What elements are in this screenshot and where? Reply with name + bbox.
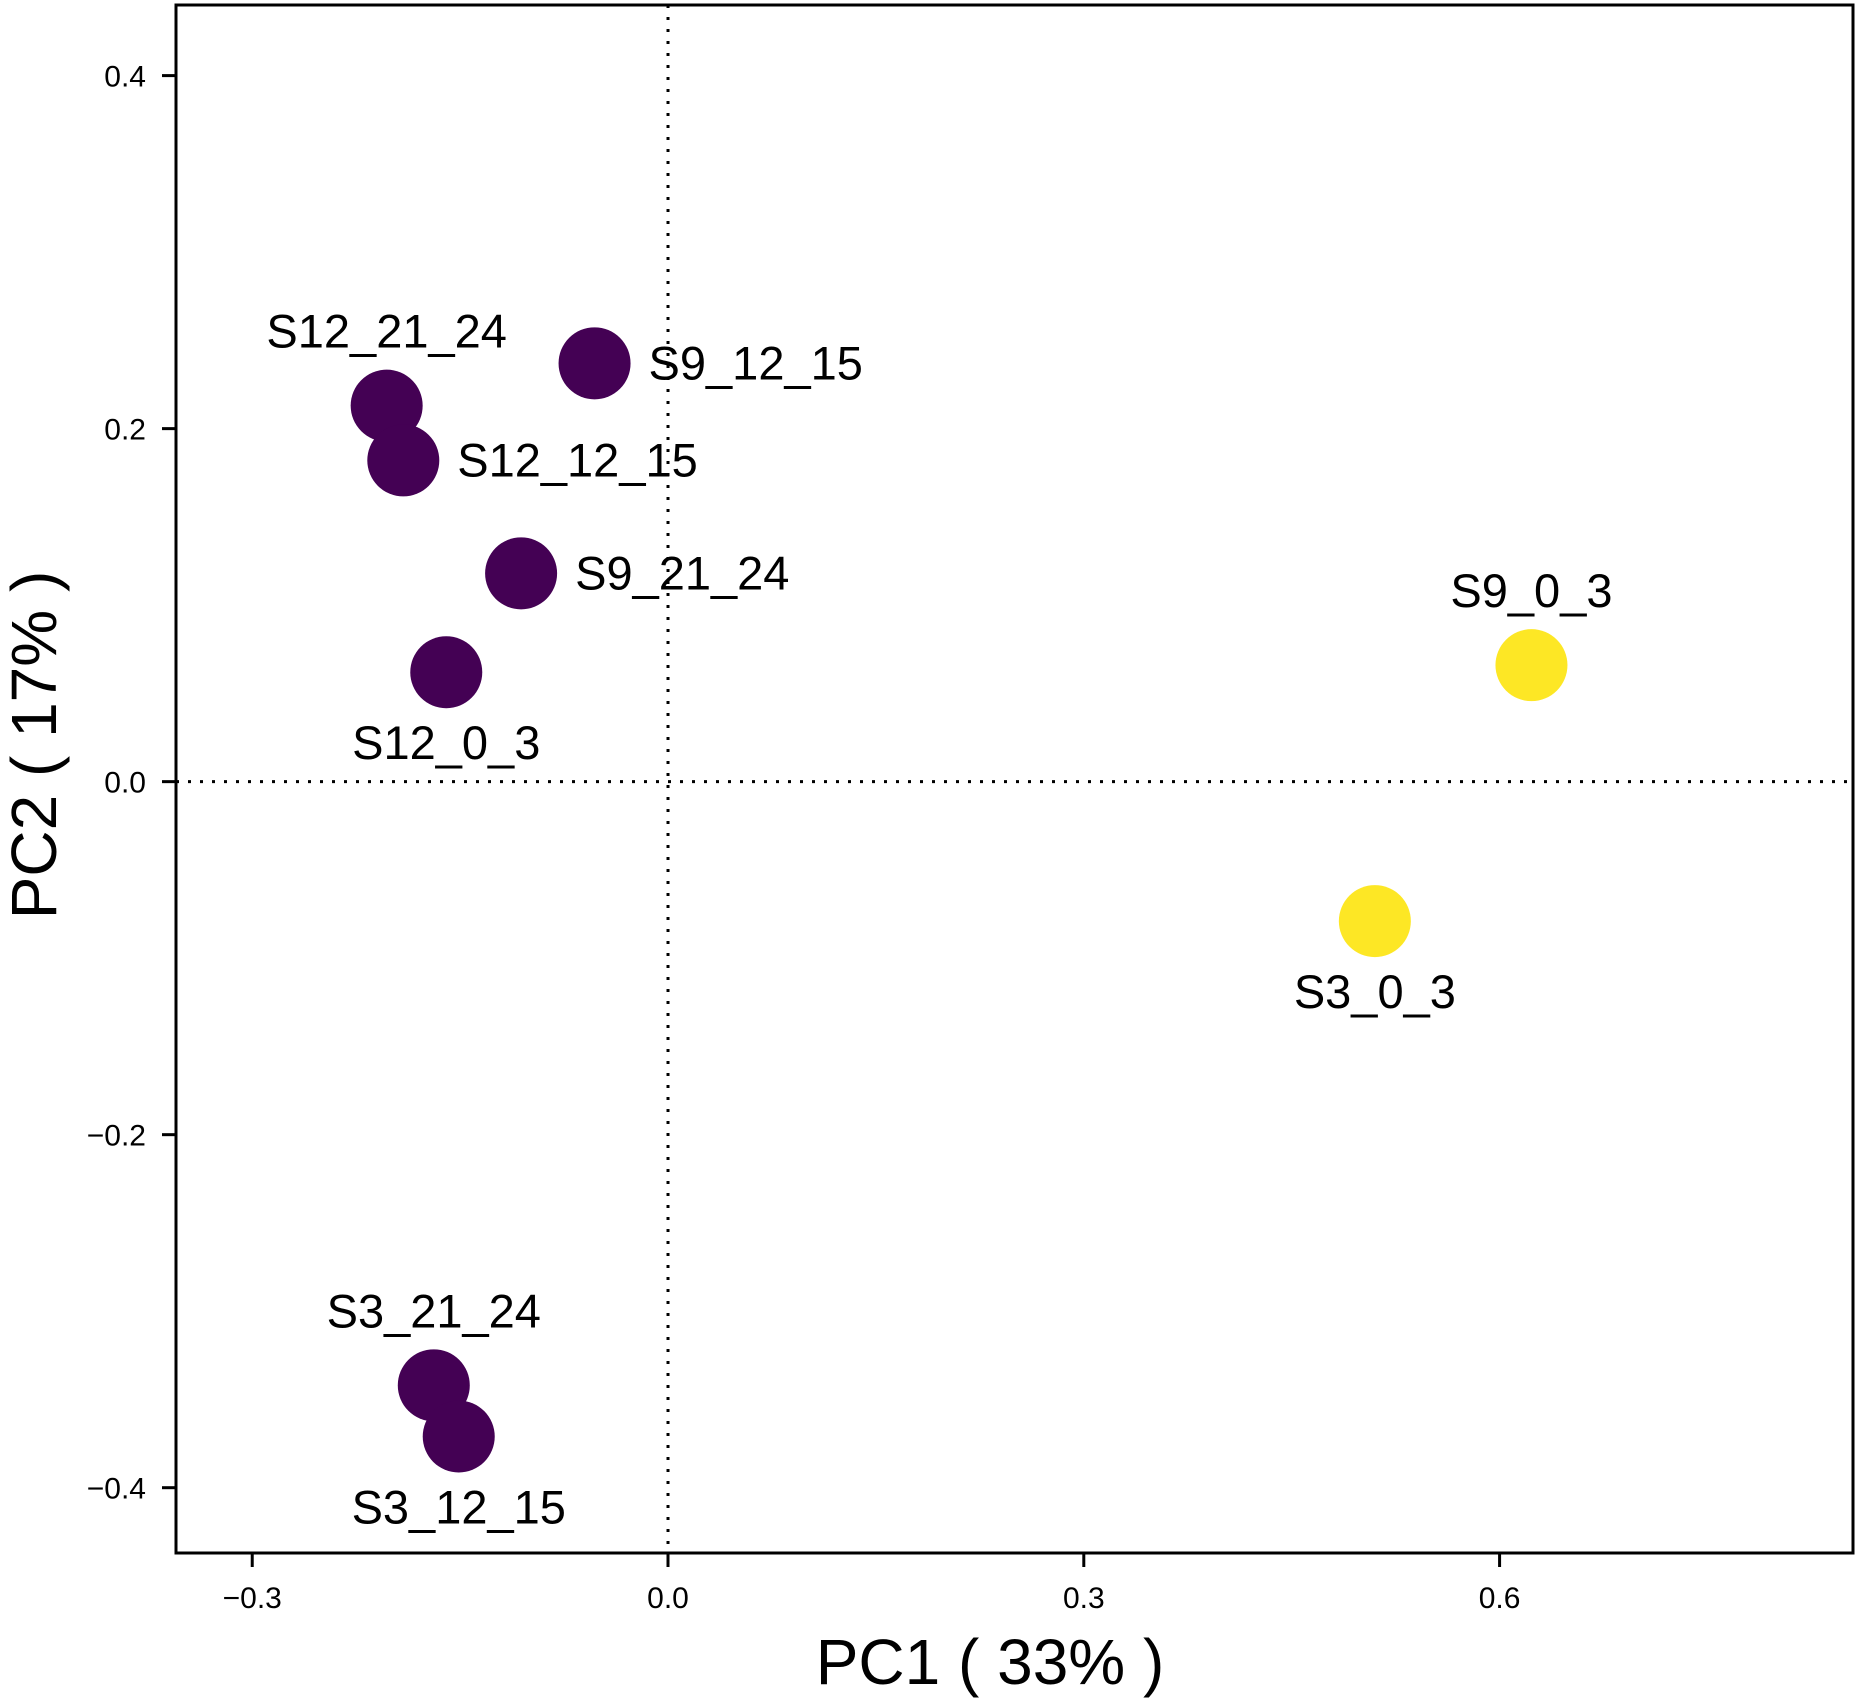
data-point-s12-12-15 <box>367 424 440 497</box>
y-tick-label: 0.2 <box>104 414 146 447</box>
point-label: S12_0_3 <box>352 716 540 769</box>
point-label: S9_12_15 <box>649 336 863 389</box>
point-label: S12_21_24 <box>266 305 506 358</box>
x-tick-label: 0.6 <box>1479 1582 1521 1615</box>
y-axis: −0.4 −0.2 0.0 0.2 0.4 <box>87 61 176 1506</box>
x-tick-label: 0.3 <box>1063 1582 1105 1615</box>
x-axis-title: PC1 ( 33% ) <box>816 1626 1165 1698</box>
data-point-s12-0-3 <box>410 636 483 709</box>
point-label: S3_0_3 <box>1294 965 1456 1018</box>
data-point-s9-21-24 <box>485 537 558 610</box>
y-axis-title: PC2 ( 17% ) <box>0 571 70 920</box>
x-tick-label: −0.3 <box>223 1582 282 1615</box>
y-tick-label: −0.2 <box>87 1120 146 1153</box>
point-labels: S9_12_15 S12_21_24 S12_12_15 S9_21_24 S12_0_… <box>266 305 1612 1534</box>
plot-frame <box>174 3 1855 1555</box>
point-label: S3_12_15 <box>352 1481 566 1534</box>
data-point-s9-12-15 <box>558 327 631 400</box>
point-label: S3_21_24 <box>327 1284 541 1337</box>
y-tick-label: 0.4 <box>104 61 146 94</box>
data-points <box>350 327 1568 1473</box>
point-label: S12_12_15 <box>457 433 697 486</box>
data-point-s9-0-3 <box>1495 629 1568 702</box>
y-tick-label: −0.4 <box>87 1473 146 1506</box>
point-label: S9_21_24 <box>575 546 789 599</box>
x-axis: −0.3 0.0 0.3 0.6 <box>223 1553 1521 1615</box>
data-point-s12-21-24 <box>350 369 423 442</box>
data-point-s3-0-3 <box>1338 885 1411 958</box>
y-tick-label: 0.0 <box>104 767 146 800</box>
point-label: S9_0_3 <box>1450 564 1612 617</box>
x-tick-label: 0.0 <box>647 1582 689 1615</box>
data-point-s3-12-15 <box>422 1400 495 1473</box>
